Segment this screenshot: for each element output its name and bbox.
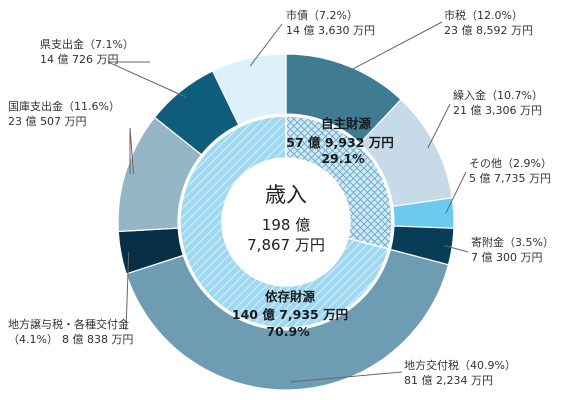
svg-text:5 億 7,735 万円: 5 億 7,735 万円 — [469, 172, 551, 185]
svg-text:7 億 300 万円: 7 億 300 万円 — [471, 251, 542, 264]
svg-text:地方譲与税・各種交付金: 地方譲与税・各種交付金 — [8, 317, 129, 331]
inner-label-jishu-amount: 57 億 9,932 万円 — [286, 135, 394, 150]
leader-line-shizei — [344, 21, 443, 74]
leader-line-sonota — [445, 171, 467, 214]
svg-text:地方交付税（40.9%）: 地方交付税（40.9%） — [404, 358, 516, 372]
svg-text:その他（2.9%）: その他（2.9%） — [469, 157, 552, 170]
svg-text:23 億 8,592 万円: 23 億 8,592 万円 — [444, 24, 533, 37]
label-shisai: 市債（7.2%） 14 億 3,630 万円 — [286, 8, 375, 37]
svg-text:市税（12.0%）: 市税（12.0%） — [444, 8, 523, 22]
center-title: 歳入 — [265, 183, 307, 207]
svg-text:21 億 3,306 万円: 21 億 3,306 万円 — [453, 104, 542, 117]
svg-text:14 億 726 万円: 14 億 726 万円 — [40, 53, 118, 66]
center-total-line1: 198 億 — [262, 216, 310, 234]
leader-line-kifukin — [444, 245, 469, 253]
leader-line-shisai — [249, 23, 283, 67]
outer-ring — [117, 53, 455, 391]
outer-slice-shisai — [211, 53, 287, 126]
svg-text:県支出金（7.1%）: 県支出金（7.1%） — [40, 37, 134, 51]
leader-line-kokko-shishutsukin — [129, 127, 135, 174]
label-shizei: 市税（12.0%） 23 億 8,592 万円 — [444, 8, 533, 37]
center-hole — [222, 158, 350, 286]
svg-text:繰入金（10.7%）: 繰入金（10.7%） — [453, 88, 543, 102]
svg-text:23 億 507 万円: 23 億 507 万円 — [8, 115, 86, 128]
leader-lines — [107, 21, 469, 383]
outer-slice-chihou-koufuzei — [125, 248, 450, 391]
inner-label-jishu-pct: 29.1% — [321, 151, 365, 166]
svg-text:市債（7.2%）: 市債（7.2%） — [286, 8, 358, 22]
label-sonota: その他（2.9%） 5 億 7,735 万円 — [469, 157, 552, 185]
inner-label-izon-amount: 140 億 7,935 万円 — [232, 307, 348, 322]
label-ken-shishutsukin: 県支出金（7.1%） 14 億 726 万円 — [40, 37, 134, 66]
label-kokko-shishutsukin: 国庫支出金（11.6%） 23 億 507 万円 — [8, 99, 120, 128]
leader-line-chihou-jouyozei — [125, 251, 130, 331]
svg-text:14 億 3,630 万円: 14 億 3,630 万円 — [286, 24, 375, 37]
center-total-line2: 7,867 万円 — [247, 236, 325, 254]
leader-line-kurikomi — [427, 103, 451, 149]
leader-line-ken-shishutsukin — [107, 61, 187, 98]
svg-text:（4.1%）8 億 838 万円: （4.1%） 8 億 838 万円 — [8, 333, 133, 346]
svg-text:81 億 2,234 万円: 81 億 2,234 万円 — [404, 374, 493, 387]
label-kurikomi: 繰入金（10.7%） 21 億 3,306 万円 — [453, 88, 543, 117]
inner-label-jishu-title: 自主財源 — [321, 116, 372, 131]
label-chihou-jouyozei: 地方譲与税・各種交付金 （4.1%） 8 億 838 万円 — [8, 317, 133, 346]
leader-line-chihou-koufuzei — [290, 371, 403, 383]
svg-text:寄附金（3.5%）: 寄附金（3.5%） — [471, 235, 554, 249]
inner-label-izon-title: 依存財源 — [265, 289, 316, 304]
svg-text:国庫支出金（11.6%）: 国庫支出金（11.6%） — [8, 99, 120, 113]
inner-label-izon-pct: 70.9% — [266, 324, 310, 339]
label-kifukin: 寄附金（3.5%） 7 億 300 万円 — [471, 235, 554, 264]
label-chihou-koufuzei: 地方交付税（40.9%） 81 億 2,234 万円 — [404, 358, 516, 387]
